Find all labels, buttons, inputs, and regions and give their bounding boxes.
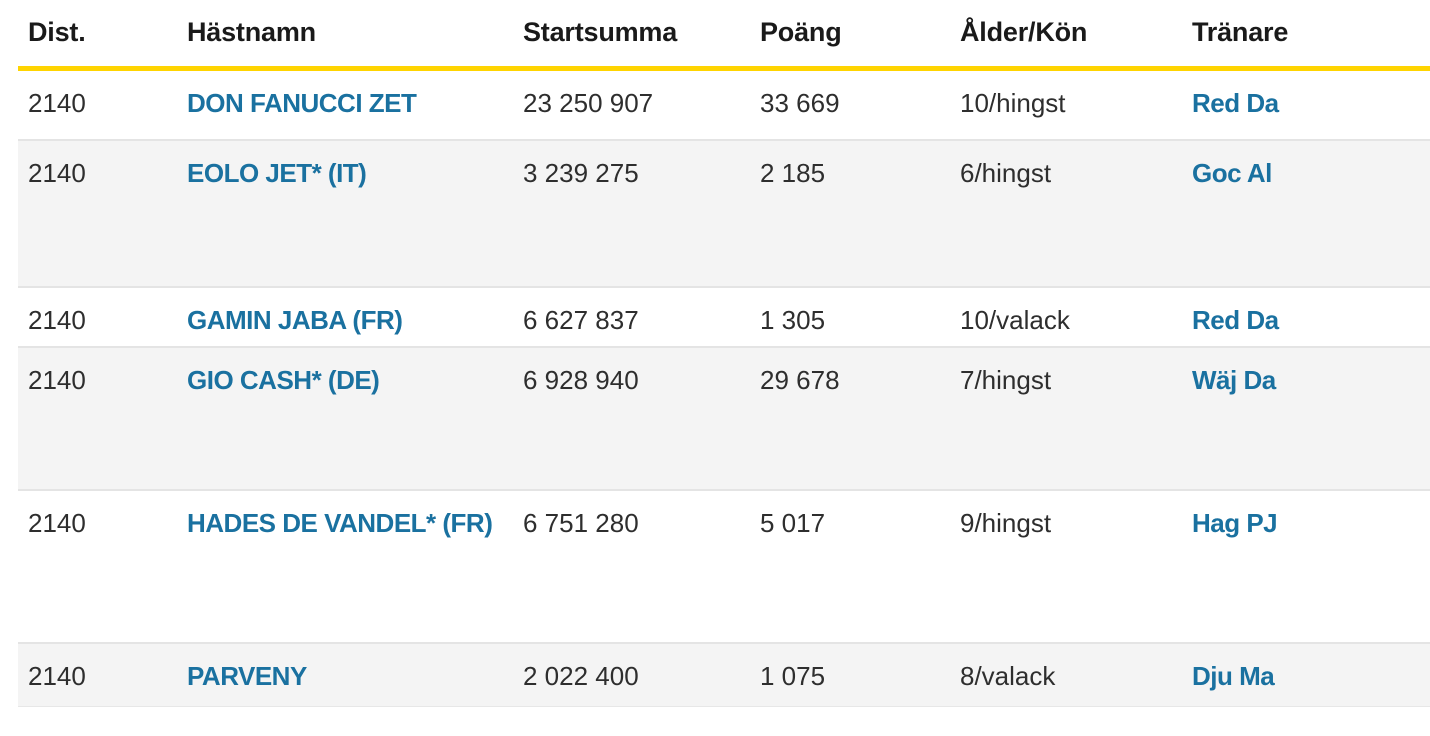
col-header-startsumma: Startsumma (523, 17, 678, 47)
trainer-link[interactable]: Red Da (1192, 88, 1279, 118)
trainer-link[interactable]: Dju Ma (1192, 661, 1275, 691)
horse-name-link[interactable]: EOLO JET* (IT) (187, 158, 367, 188)
poang-cell: 29 678 (760, 365, 840, 395)
trainer-link[interactable]: Goc Al (1192, 158, 1272, 188)
table-row: 2140 DON FANUCCI ZET 23 250 907 33 669 1… (18, 71, 1430, 139)
poang-cell: 1 075 (760, 661, 826, 691)
col-header-hastnamn: Hästnamn (187, 17, 316, 47)
alder-kon-cell: 8/valack (960, 661, 1056, 691)
table-row: 2140 PARVENY 2 022 400 1 075 8/valack Dj… (18, 642, 1430, 707)
alder-kon-cell: 9/hingst (960, 508, 1052, 538)
startsumma-cell: 3 239 275 (523, 158, 639, 188)
poang-cell: 33 669 (760, 88, 840, 118)
startsumma-cell: 6 627 837 (523, 305, 639, 335)
horse-name-link[interactable]: GIO CASH* (DE) (187, 365, 380, 395)
horse-name-link[interactable]: GAMIN JABA (FR) (187, 305, 403, 335)
startsumma-cell: 23 250 907 (523, 88, 654, 118)
alder-kon-cell: 6/hingst (960, 158, 1052, 188)
table-row: 2140 HADES DE VANDEL* (FR) 6 751 280 5 0… (18, 489, 1430, 642)
horse-name-link[interactable]: HADES DE VANDEL* (FR) (187, 508, 493, 538)
dist-cell: 2140 (28, 508, 86, 538)
col-header-tranare: Tränare (1192, 17, 1289, 47)
col-header-poang: Poäng (760, 17, 842, 47)
startsumma-cell: 6 928 940 (523, 365, 639, 395)
alder-kon-cell: 7/hingst (960, 365, 1052, 395)
poang-cell: 1 305 (760, 305, 826, 335)
trainer-link[interactable]: Hag PJ (1192, 508, 1278, 538)
trainer-link[interactable]: Red Da (1192, 305, 1279, 335)
alder-kon-cell: 10/hingst (960, 88, 1066, 118)
table-row: 2140 EOLO JET* (IT) 3 239 275 2 185 6/hi… (18, 139, 1430, 286)
dist-cell: 2140 (28, 88, 86, 118)
dist-cell: 2140 (28, 661, 86, 691)
header-accent-bar (18, 66, 1430, 71)
startsumma-cell: 2 022 400 (523, 661, 639, 691)
poang-cell: 2 185 (760, 158, 826, 188)
col-header-alder-kon: Ålder/Kön (960, 17, 1088, 47)
col-header-dist: Dist. (28, 17, 86, 47)
table-row: 2140 GAMIN JABA (FR) 6 627 837 1 305 10/… (18, 286, 1430, 346)
horse-name-link[interactable]: PARVENY (187, 661, 307, 691)
trainer-link[interactable]: Wäj Da (1192, 365, 1276, 395)
table-row: 2140 GIO CASH* (DE) 6 928 940 29 678 7/h… (18, 346, 1430, 489)
dist-cell: 2140 (28, 158, 86, 188)
dist-cell: 2140 (28, 305, 86, 335)
poang-cell: 5 017 (760, 508, 826, 538)
table-header-row: Dist. Hästnamn Startsumma Poäng Ålder/Kö… (18, 0, 1430, 66)
horse-startlist-table: Dist. Hästnamn Startsumma Poäng Ålder/Kö… (18, 0, 1430, 707)
dist-cell: 2140 (28, 365, 86, 395)
horse-name-link[interactable]: DON FANUCCI ZET (187, 88, 417, 118)
startsumma-cell: 6 751 280 (523, 508, 639, 538)
alder-kon-cell: 10/valack (960, 305, 1070, 335)
